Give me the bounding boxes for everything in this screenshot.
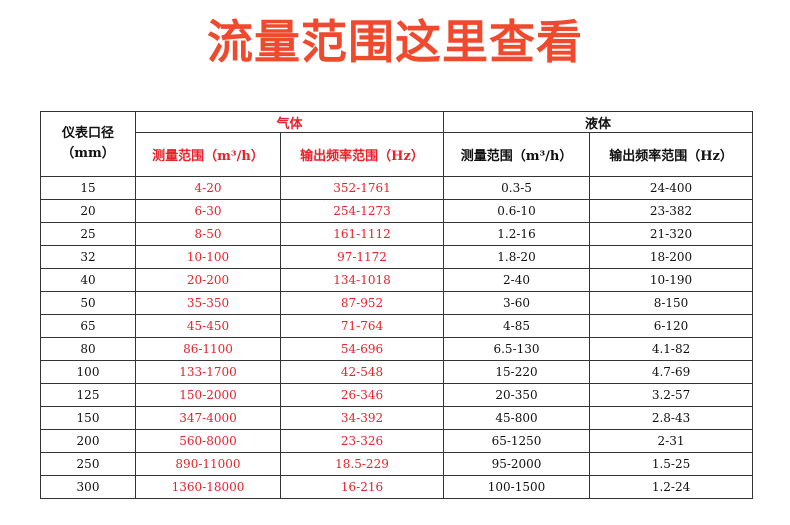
table-row: 15 4-20 352-1761 0.3-5 24-400 — [40, 176, 754, 200]
table-row: 150 347-4000 34-392 45-800 2.8-43 — [40, 406, 754, 430]
gas-group-header: 气体 — [134, 111, 445, 133]
liquid-frequency-cell: 10-190 — [589, 268, 754, 292]
liquid-range-cell: 1.2-16 — [443, 222, 591, 246]
page-title: 流量范围这里查看 — [207, 15, 583, 69]
liquid-frequency-cell: 4.1-82 — [589, 337, 754, 361]
table-group-header-row: 仪表口径 （mm） 气体 液体 — [40, 111, 754, 177]
gas-frequency-cell: 254-1273 — [279, 199, 445, 223]
liquid-range-cell: 2-40 — [443, 268, 591, 292]
table-column-header-row: 测量范围（m³/h） 输出频率范围（Hz） 测量范围（m³/h） 输出频率范围（… — [41, 132, 754, 177]
diameter-cell: 80 — [40, 337, 136, 361]
gas-range-cell: 45-450 — [135, 314, 281, 338]
gas-range-cell: 4-20 — [135, 176, 281, 200]
diameter-cell: 15 — [40, 176, 136, 200]
gas-range-cell: 35-350 — [135, 291, 281, 315]
diameter-cell: 25 — [40, 222, 136, 246]
diameter-cell: 125 — [40, 383, 136, 407]
gas-frequency-cell: 26-346 — [279, 383, 445, 407]
table-row: 40 20-200 134-1018 2-40 10-190 — [40, 268, 754, 292]
diameter-cell: 250 — [40, 452, 136, 476]
diameter-cell: 200 — [40, 429, 136, 453]
liquid-range-cell: 3-60 — [443, 291, 591, 315]
table-body: 15 4-20 352-1761 0.3-5 24-400 20 6-30 254-1273 0… — [40, 176, 754, 499]
liquid-frequency-header: 输出频率范围（Hz） — [589, 132, 754, 177]
diameter-header: 仪表口径 （mm） — [40, 111, 136, 177]
gas-frequency-cell: 54-696 — [279, 337, 445, 361]
flow-range-table: 仪表口径 （mm） 气体 液体 测量范围（m³/h） 输出频率范围（Hz） 测量… — [40, 111, 754, 499]
table-row: 250 890-11000 18.5-229 95-2000 1.5-25 — [40, 452, 754, 476]
gas-frequency-cell: 134-1018 — [279, 268, 445, 292]
table-row: 25 8-50 161-1112 1.2-16 21-320 — [40, 222, 754, 246]
table-row: 125 150-2000 26-346 20-350 3.2-57 — [40, 383, 754, 407]
gas-range-cell: 347-4000 — [135, 406, 281, 430]
gas-frequency-cell: 42-548 — [279, 360, 445, 384]
liquid-frequency-cell: 24-400 — [589, 176, 754, 200]
diameter-cell: 50 — [40, 291, 136, 315]
gas-range-cell: 890-11000 — [135, 452, 281, 476]
liquid-frequency-cell: 2.8-43 — [589, 406, 754, 430]
gas-frequency-header: 输出频率范围（Hz） — [279, 132, 445, 177]
diameter-cell: 65 — [40, 314, 136, 338]
diameter-header-unit: （mm） — [61, 146, 115, 161]
liquid-frequency-cell: 4.7-69 — [589, 360, 754, 384]
diameter-cell: 150 — [40, 406, 136, 430]
liquid-frequency-cell: 21-320 — [589, 222, 754, 246]
gas-range-cell: 6-30 — [135, 199, 281, 223]
liquid-range-header: 测量范围（m³/h） — [443, 132, 591, 177]
liquid-frequency-cell: 8-150 — [589, 291, 754, 315]
liquid-range-cell: 4-85 — [443, 314, 591, 338]
gas-range-cell: 150-2000 — [135, 383, 281, 407]
liquid-range-cell: 100-1500 — [443, 475, 591, 499]
diameter-cell: 32 — [40, 245, 136, 269]
gas-range-header: 测量范围（m³/h） — [135, 132, 281, 177]
diameter-header-label: 仪表口径 — [61, 126, 114, 141]
gas-range-cell: 8-50 — [135, 222, 281, 246]
liquid-range-cell: 1.8-20 — [443, 245, 591, 269]
gas-range-cell: 1360-18000 — [135, 475, 281, 499]
table-row: 32 10-100 97-1172 1.8-20 18-200 — [40, 245, 754, 269]
gas-range-cell: 86-1100 — [135, 337, 281, 361]
diameter-cell: 20 — [40, 199, 136, 223]
liquid-group-header: 液体 — [443, 111, 754, 133]
gas-frequency-cell: 34-392 — [279, 406, 445, 430]
liquid-frequency-cell: 2-31 — [589, 429, 754, 453]
table-row: 20 6-30 254-1273 0.6-10 23-382 — [40, 199, 754, 223]
liquid-range-cell: 15-220 — [443, 360, 591, 384]
gas-frequency-cell: 18.5-229 — [279, 452, 445, 476]
table-row: 100 133-1700 42-548 15-220 4.7-69 — [40, 360, 754, 384]
liquid-range-cell: 0.3-5 — [443, 176, 591, 200]
diameter-cell: 300 — [40, 475, 136, 499]
gas-range-cell: 560-8000 — [135, 429, 281, 453]
liquid-range-cell: 20-350 — [443, 383, 591, 407]
table-row: 50 35-350 87-952 3-60 8-150 — [40, 291, 754, 315]
table-row: 80 86-1100 54-696 6.5-130 4.1-82 — [40, 337, 754, 361]
table-row: 300 1360-18000 16-216 100-1500 1.2-24 — [40, 475, 754, 499]
gas-frequency-cell: 23-326 — [279, 429, 445, 453]
liquid-range-cell: 0.6-10 — [443, 199, 591, 223]
liquid-frequency-cell: 1.5-25 — [589, 452, 754, 476]
liquid-frequency-cell: 6-120 — [589, 314, 754, 338]
liquid-frequency-cell: 23-382 — [589, 199, 754, 223]
liquid-range-cell: 95-2000 — [443, 452, 591, 476]
gas-frequency-cell: 161-1112 — [279, 222, 445, 246]
gas-frequency-cell: 87-952 — [279, 291, 445, 315]
liquid-frequency-cell: 18-200 — [589, 245, 754, 269]
gas-frequency-cell: 71-764 — [279, 314, 445, 338]
gas-range-cell: 10-100 — [135, 245, 281, 269]
table-row: 65 45-450 71-764 4-85 6-120 — [40, 314, 754, 338]
diameter-cell: 100 — [40, 360, 136, 384]
diameter-cell: 40 — [40, 268, 136, 292]
gas-frequency-cell: 352-1761 — [279, 176, 445, 200]
liquid-range-cell: 65-1250 — [443, 429, 591, 453]
gas-range-cell: 20-200 — [135, 268, 281, 292]
table-row: 200 560-8000 23-326 65-1250 2-31 — [40, 429, 754, 453]
liquid-range-cell: 45-800 — [443, 406, 591, 430]
liquid-frequency-cell: 1.2-24 — [589, 475, 754, 499]
gas-frequency-cell: 97-1172 — [279, 245, 445, 269]
liquid-frequency-cell: 3.2-57 — [589, 383, 754, 407]
gas-frequency-cell: 16-216 — [279, 475, 445, 499]
liquid-range-cell: 6.5-130 — [443, 337, 591, 361]
gas-range-cell: 133-1700 — [135, 360, 281, 384]
